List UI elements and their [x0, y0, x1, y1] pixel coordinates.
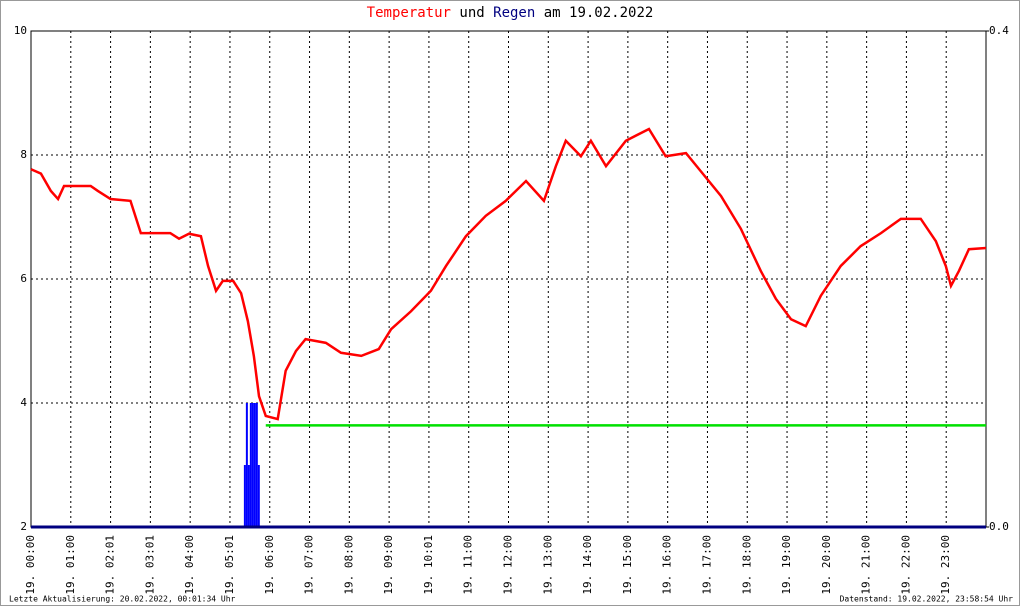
x-tick-label: 19. 11:00	[462, 535, 475, 595]
bar	[247, 465, 250, 527]
x-tick-label: 19. 18:00	[740, 535, 753, 595]
title-part: Regen	[493, 5, 536, 21]
y-tick-label: 6	[20, 272, 27, 285]
y-tick-label: 4	[20, 396, 27, 409]
line-series	[30, 127, 987, 421]
x-tick-label: 19. 00:00	[24, 535, 37, 595]
bar	[255, 403, 258, 527]
x-tick-label: 19. 17:00	[700, 535, 713, 595]
bar	[251, 403, 254, 527]
footer-left: Letzte Aktualisierung: 20.02.2022, 00:01…	[9, 595, 236, 604]
x-tick-label: 19. 22:00	[899, 535, 912, 595]
x-tick-label: 19. 14:00	[581, 535, 594, 595]
x-tick-label: 19. 15:00	[621, 535, 634, 595]
footer-right: Datenstand: 19.02.2022, 23:58:54 Uhr	[840, 595, 1014, 604]
y-tick-label: 2	[20, 520, 27, 533]
x-tick-label: 19. 16:00	[661, 535, 674, 595]
x-tick-label: 19. 08:00	[342, 535, 355, 595]
x-tick-label: 19. 12:00	[502, 535, 515, 595]
x-tick-label: 19. 23:00	[939, 535, 952, 595]
title-part: am 19.02.2022	[543, 5, 654, 21]
y2-tick-label: 0.0	[989, 520, 1009, 533]
x-tick-label: 19. 07:00	[303, 535, 316, 595]
bar	[249, 403, 252, 527]
x-tick-label: 19. 21:00	[860, 535, 873, 595]
y-tick-label: 8	[20, 148, 27, 161]
x-tick-label: 19. 10:01	[422, 535, 435, 595]
y2-tick-label: 0.4	[989, 24, 1009, 37]
title-part: Temperatur	[366, 5, 451, 21]
x-tick-label: 19. 20:00	[820, 535, 833, 595]
x-tick-label: 19. 02:01	[104, 535, 117, 595]
x-tick-label: 19. 04:00	[183, 535, 196, 595]
x-tick-label: 19. 03:01	[143, 535, 156, 595]
x-tick-label: 19. 01:00	[64, 535, 77, 595]
x-tick-label: 19. 13:00	[541, 535, 554, 595]
bar	[253, 403, 256, 527]
y-tick-label: 10	[14, 24, 27, 37]
x-tick-label: 19. 19:00	[780, 535, 793, 595]
bar	[245, 403, 248, 527]
x-tick-label: 19. 09:00	[382, 535, 395, 595]
x-tick-label: 19. 05:01	[223, 535, 236, 595]
bar	[257, 465, 260, 527]
bar	[243, 465, 246, 527]
title-part: und	[459, 5, 485, 21]
chart-title: Temperatur und Regen am 19.02.2022	[1, 5, 1019, 21]
x-tick-label: 19. 06:00	[263, 535, 276, 595]
